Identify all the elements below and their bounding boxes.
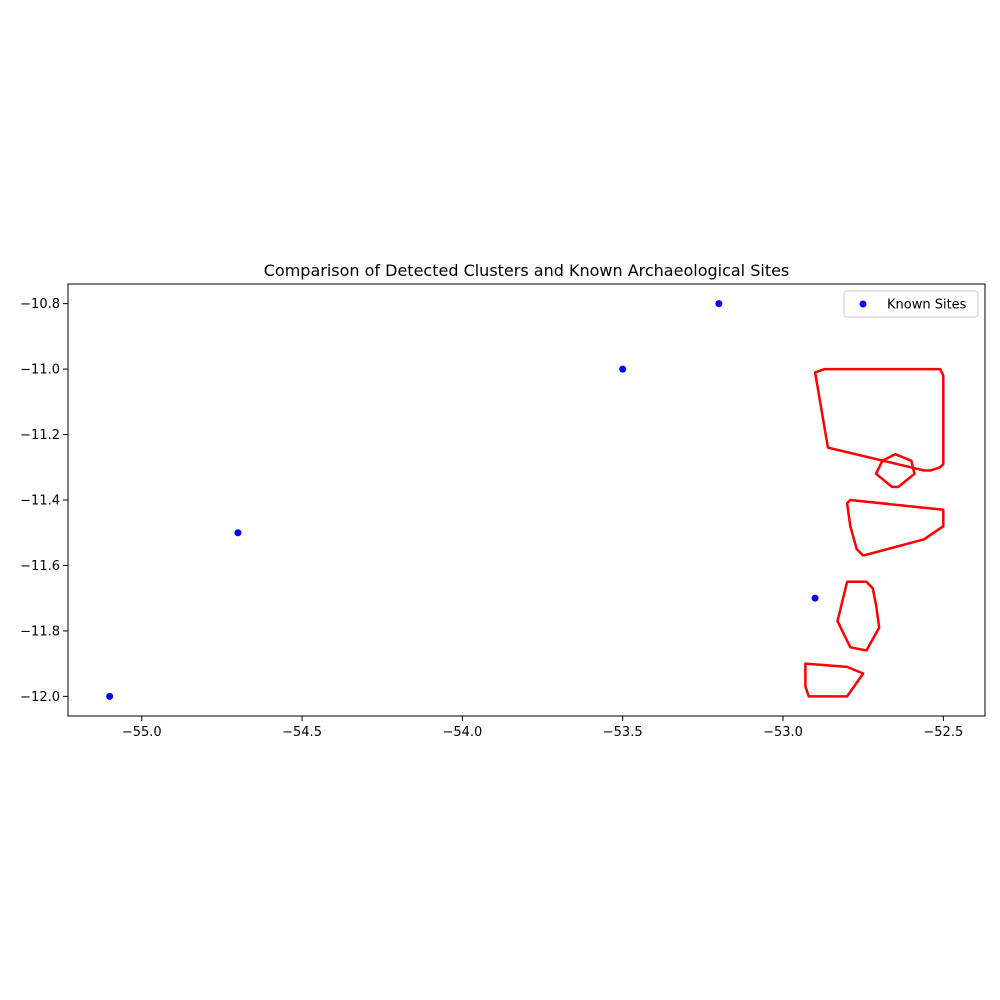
cluster-polygon-2 (874, 452, 916, 489)
legend-box (843, 290, 979, 318)
known-site-point-5 (106, 692, 114, 700)
x-tick-label: −52.5 (923, 725, 963, 740)
x-tick-label: −55.0 (122, 725, 162, 740)
known-site-point-4 (811, 594, 819, 602)
known-site-point-1 (715, 300, 723, 308)
cluster-polygon-4 (836, 580, 881, 652)
cluster-polygon-5 (804, 662, 865, 698)
x-tick-label: −54.5 (282, 725, 322, 740)
known-site-point-3 (234, 529, 242, 537)
axes: −55.0 −54.5 −54.0 −53.5 −53.0 −52.5 −10.8 −11.0… (20, 283, 986, 740)
legend-marker-known-sites (859, 300, 867, 308)
plot-background (68, 284, 985, 716)
y-tick-label: −11.0 (20, 363, 60, 378)
cluster-polygons (804, 367, 945, 698)
x-tick-label: −54.0 (442, 725, 482, 740)
y-tick-label: −11.8 (20, 624, 60, 639)
plot-area (68, 284, 985, 716)
known-sites-points (106, 300, 819, 700)
legend-label-known-sites: Known Sites (887, 298, 967, 313)
y-tick-label: −11.4 (20, 494, 60, 509)
y-tick-label: −10.8 (20, 297, 60, 312)
x-tick-label: −53.5 (603, 725, 643, 740)
y-tick-label: −12.0 (20, 690, 60, 705)
legend: Known Sites (843, 290, 979, 318)
y-tick-label: −11.2 (20, 428, 60, 443)
cluster-polygon-1 (813, 367, 945, 472)
cluster-polygon-3 (845, 498, 945, 557)
chart-title: Comparison of Detected Clusters and Know… (264, 261, 790, 280)
y-tick-label: −11.6 (20, 559, 60, 574)
x-tick-label: −53.0 (763, 725, 803, 740)
known-site-point-2 (619, 365, 627, 373)
